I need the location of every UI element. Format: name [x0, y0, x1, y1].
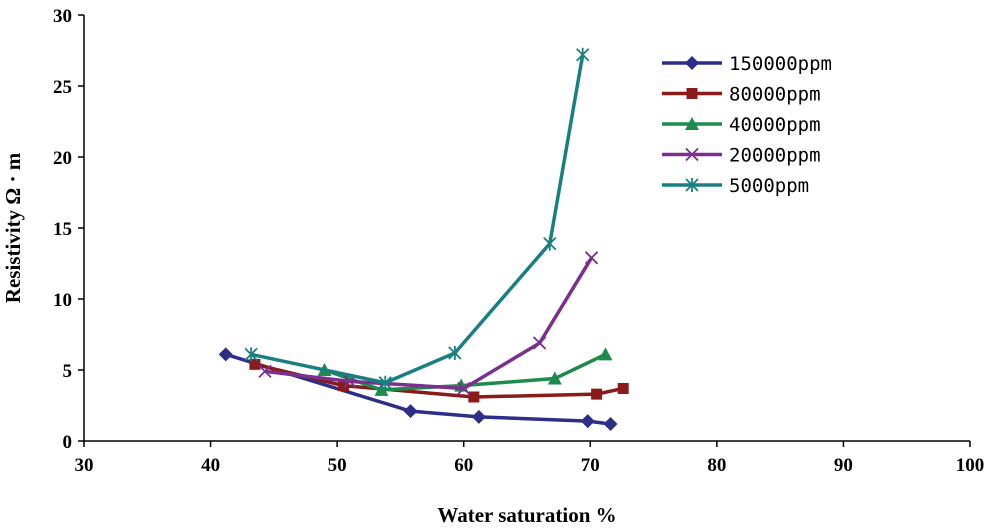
x-tick-label: 30 — [75, 455, 94, 476]
y-axis-title: Resistivity Ω · m — [1, 152, 25, 303]
marker-asterisk — [576, 47, 590, 62]
legend-item: 5000ppm — [662, 175, 809, 197]
x-axis-title: Water saturation % — [437, 503, 616, 527]
ticks: 30 40 50 60 70 80 90 100 0 5 10 15 20 25 30 — [53, 6, 984, 476]
y-tick-label: 10 — [53, 290, 72, 311]
series-line — [323, 352, 607, 392]
x-tick-label: 70 — [581, 455, 600, 476]
legend-item: 150000ppm — [662, 53, 832, 75]
x-tick-label: 90 — [834, 455, 853, 476]
marker-x — [457, 381, 471, 396]
marker-square — [617, 382, 629, 394]
y-tick-label: 5 — [63, 361, 73, 382]
marker-asterisk — [244, 347, 258, 362]
y-tick-label: 20 — [53, 148, 72, 169]
legend-label: 40000ppm — [729, 114, 821, 136]
series-150000ppm — [218, 347, 618, 431]
marker-x — [685, 147, 699, 162]
series-layer — [218, 47, 629, 431]
marker-asterisk — [685, 178, 699, 192]
marker-diamond — [403, 404, 418, 419]
y-tick-label: 25 — [53, 77, 72, 98]
marker-asterisk — [448, 345, 462, 360]
marker-diamond — [685, 56, 699, 70]
marker-square — [249, 358, 261, 370]
legend-label: 5000ppm — [729, 175, 809, 197]
marker-diamond — [603, 416, 618, 431]
marker-x — [584, 251, 599, 265]
series-20000ppm — [258, 251, 599, 396]
legend-item: 20000ppm — [662, 145, 821, 167]
marker-square — [591, 388, 603, 400]
legend-item: 80000ppm — [662, 84, 821, 106]
marker-triangle — [374, 382, 389, 396]
marker-triangle — [547, 371, 562, 385]
marker-square — [468, 391, 480, 403]
marker-triangle — [598, 347, 613, 361]
y-tick-label: 15 — [53, 219, 72, 240]
legend-label: 150000ppm — [729, 53, 832, 75]
x-tick-label: 60 — [454, 455, 473, 476]
legend-label: 80000ppm — [729, 84, 821, 106]
marker-diamond — [218, 347, 233, 362]
marker-x — [533, 336, 547, 350]
marker-diamond — [580, 414, 595, 429]
y-tick-label: 0 — [63, 432, 73, 453]
series-5000ppm — [244, 47, 590, 390]
legend: 150000ppm 80000ppm 40000ppm 20000ppm 5000ppm — [662, 53, 832, 197]
series-line — [250, 54, 585, 385]
legend-label: 20000ppm — [729, 145, 821, 167]
marker-square — [686, 88, 698, 99]
x-tick-label: 100 — [956, 455, 985, 476]
marker-x — [258, 364, 272, 379]
x-tick-label: 40 — [201, 455, 220, 476]
marker-square — [337, 380, 349, 392]
marker-diamond — [471, 409, 486, 424]
marker-asterisk — [543, 236, 557, 251]
x-tick-label: 50 — [328, 455, 347, 476]
axes — [83, 15, 970, 442]
marker-triangle — [685, 117, 699, 130]
x-tick-label: 80 — [707, 455, 726, 476]
y-tick-label: 30 — [53, 6, 72, 27]
legend-item: 40000ppm — [662, 114, 821, 136]
marker-asterisk — [378, 375, 392, 390]
